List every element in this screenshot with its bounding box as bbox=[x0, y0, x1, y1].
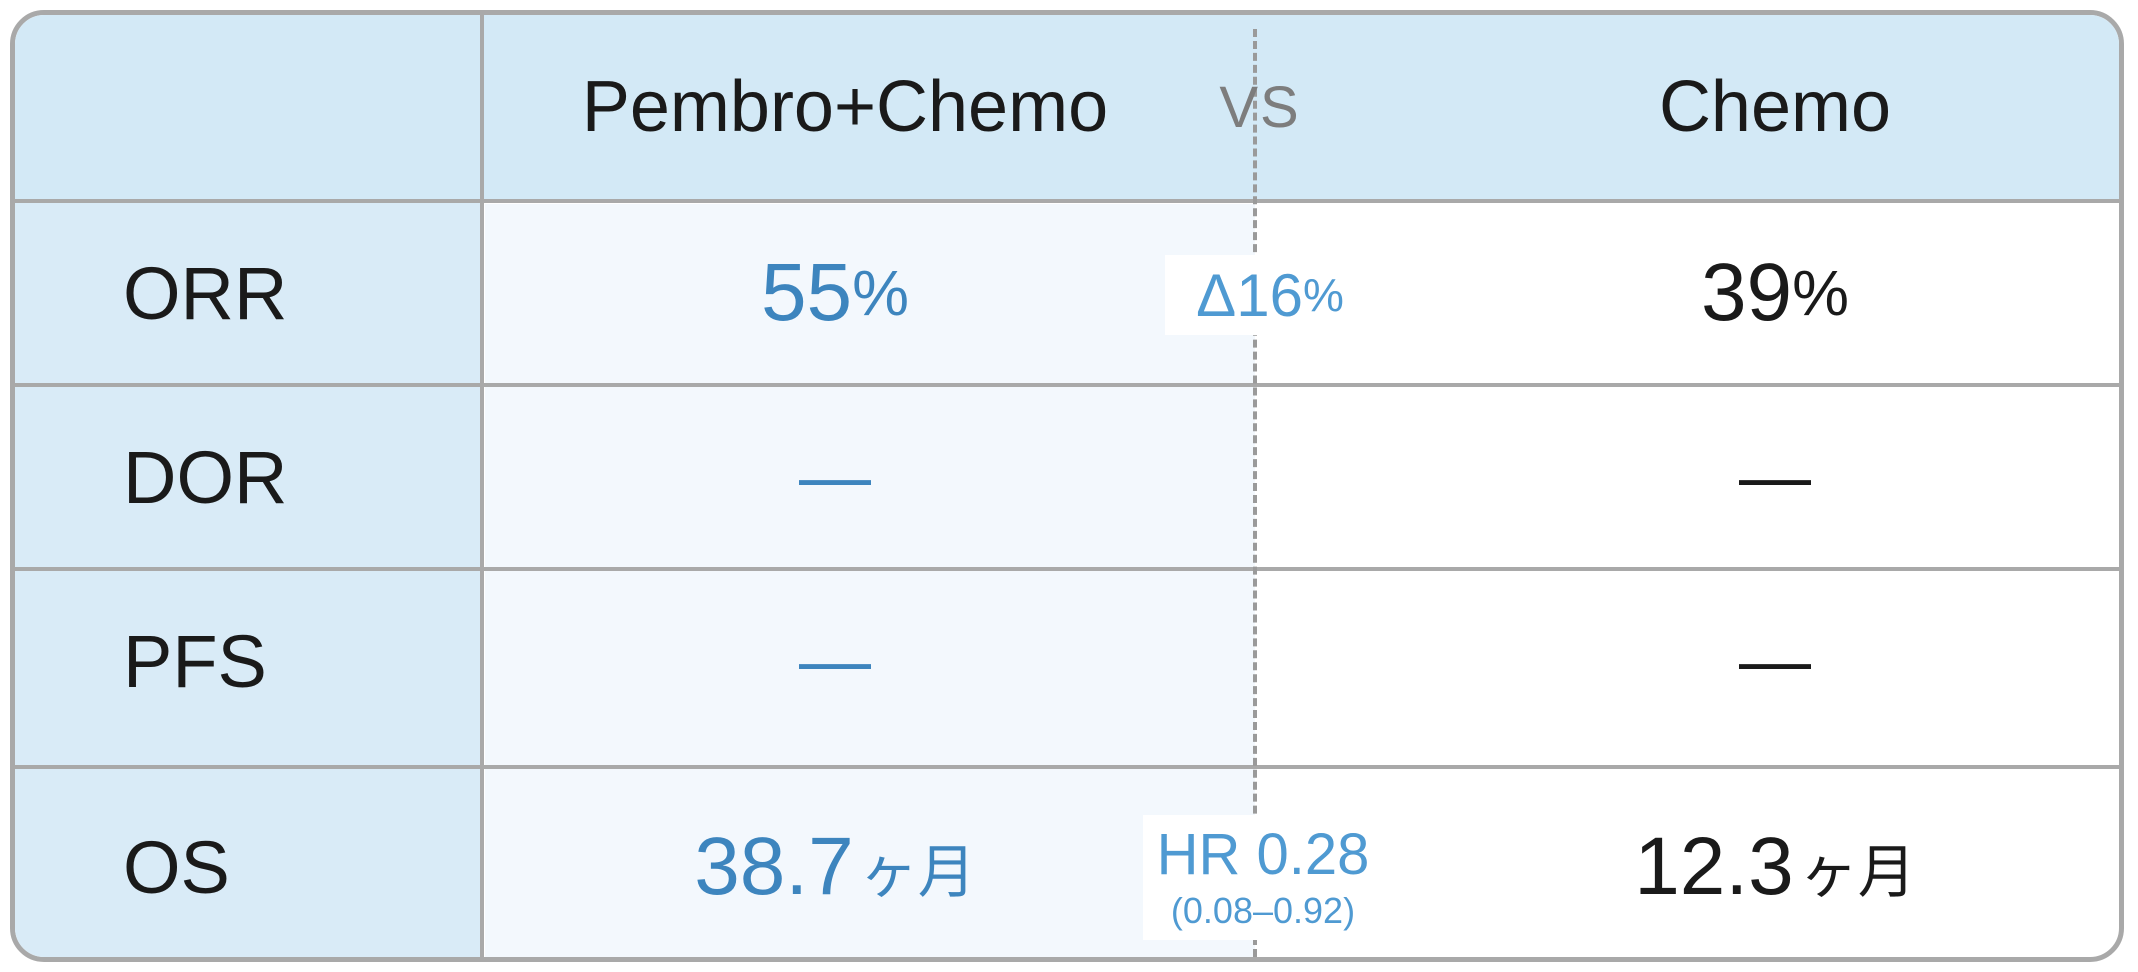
row-divider bbox=[15, 199, 2119, 203]
orr-difference-unit: % bbox=[1302, 269, 1344, 321]
column-divider bbox=[480, 15, 484, 957]
row-label-os: OS bbox=[123, 825, 230, 909]
header-vs: VS bbox=[1219, 74, 1301, 140]
pfs-right-value: — bbox=[1739, 621, 1811, 701]
delta-icon: Δ bbox=[1196, 261, 1237, 329]
dor-right-value: — bbox=[1739, 437, 1811, 517]
vs-dashed-divider bbox=[1253, 29, 1257, 957]
row-divider bbox=[15, 567, 2119, 571]
orr-right-value: 39% bbox=[1535, 203, 2015, 383]
header-right-arm: Chemo bbox=[1658, 67, 1892, 147]
os-left-unit: ヶ月 bbox=[859, 840, 976, 905]
orr-difference-value: 16 bbox=[1236, 261, 1303, 329]
pfs-left-value: — bbox=[799, 621, 871, 701]
os-right-value: 12.3 ヶ月 bbox=[1535, 772, 2015, 957]
orr-right-unit: % bbox=[1792, 257, 1850, 329]
dor-left-value: — bbox=[799, 437, 871, 517]
row-label-dor: DOR bbox=[123, 435, 288, 519]
row-label-pfs: PFS bbox=[123, 619, 267, 703]
os-left-value: 38.7 ヶ月 bbox=[575, 772, 1095, 957]
os-hr-ci: (0.08–0.92) bbox=[1170, 890, 1356, 932]
orr-difference-label: Δ 16% bbox=[1165, 255, 1375, 335]
row-divider bbox=[15, 383, 2119, 387]
os-hazard-ratio: HR 0.28 (0.08–0.92) bbox=[1143, 815, 1383, 940]
os-right-unit: ヶ月 bbox=[1799, 840, 1916, 905]
os-left-number: 38.7 bbox=[694, 821, 854, 912]
os-right-number: 12.3 bbox=[1634, 821, 1794, 912]
label-column-background bbox=[15, 199, 480, 957]
orr-right-number: 39 bbox=[1700, 247, 1793, 338]
comparison-table: Pembro+Chemo VS Chemo ORR DOR PFS OS 55%… bbox=[10, 10, 2124, 962]
os-hr-value: HR 0.28 bbox=[1156, 822, 1370, 888]
orr-left-number: 55 bbox=[760, 247, 853, 338]
header-left-arm: Pembro+Chemo bbox=[581, 67, 1109, 147]
row-divider bbox=[15, 765, 2119, 769]
header-row-background bbox=[15, 15, 2119, 199]
orr-left-unit: % bbox=[852, 257, 910, 329]
row-label-orr: ORR bbox=[123, 251, 288, 335]
orr-left-value: 55% bbox=[575, 203, 1095, 383]
treatment-column-tint bbox=[485, 204, 1255, 957]
